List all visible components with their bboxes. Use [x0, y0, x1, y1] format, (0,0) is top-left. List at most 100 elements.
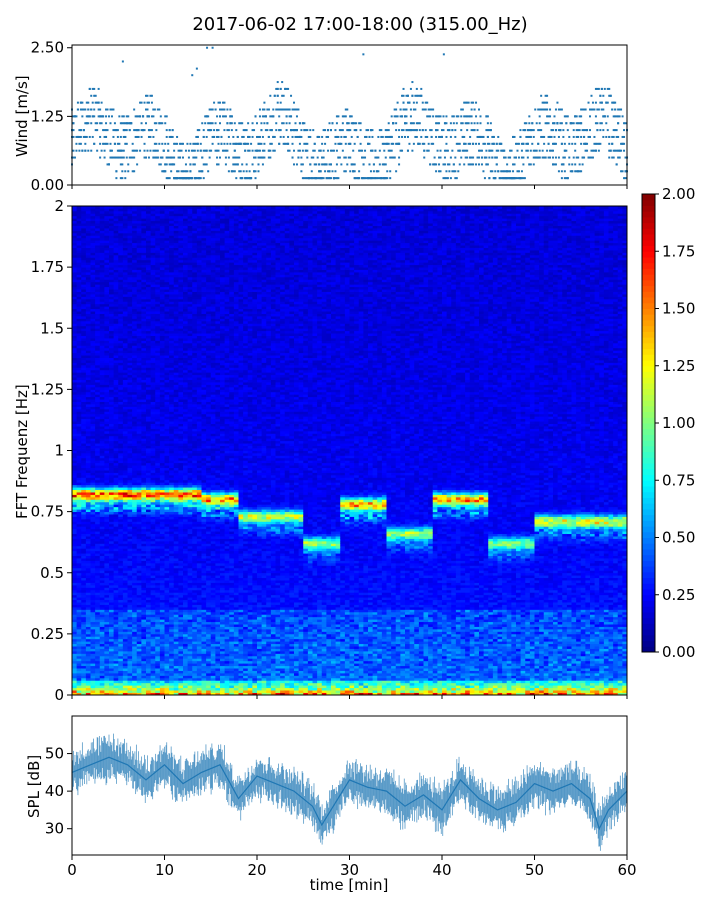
wind-point: [255, 115, 257, 117]
spectrogram-cell: [104, 536, 109, 539]
wind-point: [380, 129, 382, 131]
wind-gust-point: [212, 47, 214, 49]
spectrogram-cell: [95, 392, 100, 395]
spectrogram-cell: [137, 607, 142, 610]
wind-point: [300, 136, 302, 138]
spectrogram-cell: [132, 340, 137, 343]
spectrogram-cell: [95, 382, 100, 385]
wind-point: [442, 115, 444, 117]
spectrogram-cell: [109, 492, 114, 495]
spectrogram-cell: [77, 668, 82, 671]
spectrogram-cell: [72, 524, 77, 527]
spectrogram-cell: [123, 294, 128, 297]
spectrogram-cell: [91, 663, 96, 666]
spectrogram-cell: [100, 639, 105, 642]
wind-point: [265, 115, 267, 117]
spectrogram-cell: [77, 458, 82, 461]
spectrogram-cell: [132, 629, 137, 632]
spectrogram-cell: [86, 534, 91, 537]
spectrogram-cell: [86, 326, 91, 329]
spectrogram-cell: [104, 270, 109, 273]
spectrogram-cell: [104, 375, 109, 378]
wind-point: [302, 163, 304, 165]
spectrogram-cell: [77, 377, 82, 380]
wind-point: [158, 109, 160, 111]
spectrogram-cell: [77, 583, 82, 586]
spectrogram-cell: [128, 480, 133, 483]
spectrogram-cell: [95, 671, 100, 674]
spectrogram-cell: [118, 221, 123, 224]
spectrogram-cell: [104, 683, 109, 686]
spectrogram-cell: [118, 463, 123, 466]
wind-axes-frame: [72, 45, 627, 185]
spectrogram-cell: [95, 404, 100, 407]
spectrogram-cell: [123, 580, 128, 583]
wind-point: [246, 170, 248, 172]
spectrogram-cell: [77, 389, 82, 392]
spectrogram-cell: [109, 497, 114, 500]
spectrogram-cell: [72, 238, 77, 241]
spectrogram-cell: [77, 543, 82, 546]
spectrogram-cell: [123, 495, 128, 498]
spectrogram-cell: [72, 649, 77, 652]
spectrogram-cell: [100, 605, 105, 608]
wind-point: [349, 129, 351, 131]
spectrogram-cell: [77, 213, 82, 216]
spectrogram-cell: [132, 619, 137, 622]
spectrogram-cell: [137, 526, 142, 529]
spectrogram-cell: [100, 673, 105, 676]
wind-point: [228, 129, 230, 131]
spectrogram-cell: [132, 338, 137, 341]
spectrogram-cell: [104, 282, 109, 285]
spectrogram-cell: [123, 416, 128, 419]
spectrogram-cell: [123, 497, 128, 500]
spectrogram-cell: [100, 355, 105, 358]
spectrogram-cell: [81, 548, 86, 551]
spectrogram-cell: [118, 578, 123, 581]
wind-point: [422, 102, 424, 104]
spectrogram-cell: [72, 367, 77, 370]
wind-point: [231, 115, 233, 117]
spectrogram-cell: [95, 556, 100, 559]
spectrogram-cell: [91, 605, 96, 608]
spectrogram-cell: [72, 624, 77, 627]
spectrogram-cell: [81, 490, 86, 493]
spectrogram-cell: [72, 279, 77, 282]
spectrogram-cell: [86, 296, 91, 299]
spectrogram-cell: [72, 536, 77, 539]
wind-point: [598, 88, 600, 90]
wind-point: [530, 163, 532, 165]
wind-point: [371, 129, 373, 131]
spectrogram-cell: [128, 348, 133, 351]
spectrogram-cell: [104, 296, 109, 299]
spectrogram-cell: [114, 326, 119, 329]
spectrogram-cell: [128, 646, 133, 649]
spectrogram-cell: [81, 470, 86, 473]
spectrogram-cell: [132, 424, 137, 427]
spectrogram-cell: [128, 502, 133, 505]
spectrogram-cell: [118, 480, 123, 483]
spectrogram-cell: [118, 590, 123, 593]
spectrogram-cell: [86, 563, 91, 566]
wind-point: [274, 150, 276, 152]
spectrogram-cell: [104, 639, 109, 642]
wind-point: [132, 143, 134, 145]
spectrogram-cell: [132, 502, 137, 505]
spectrogram-cell: [104, 240, 109, 243]
wind-point: [206, 150, 208, 152]
spectrogram-cell: [123, 314, 128, 317]
spectrogram-cell: [104, 568, 109, 571]
spectrogram-cell: [91, 409, 96, 412]
wind-point: [81, 150, 83, 152]
wind-point: [484, 143, 486, 145]
wind-point: [105, 136, 107, 138]
spectrogram-cell: [95, 690, 100, 693]
spectrogram-cell: [91, 382, 96, 385]
spectrogram-cell: [72, 340, 77, 343]
spectrogram-cell: [132, 260, 137, 263]
wind-point: [290, 115, 292, 117]
spectrogram-cell: [72, 358, 77, 361]
spectrogram-cell: [91, 331, 96, 334]
wind-point: [339, 157, 341, 159]
spectrogram-cell: [114, 607, 119, 610]
